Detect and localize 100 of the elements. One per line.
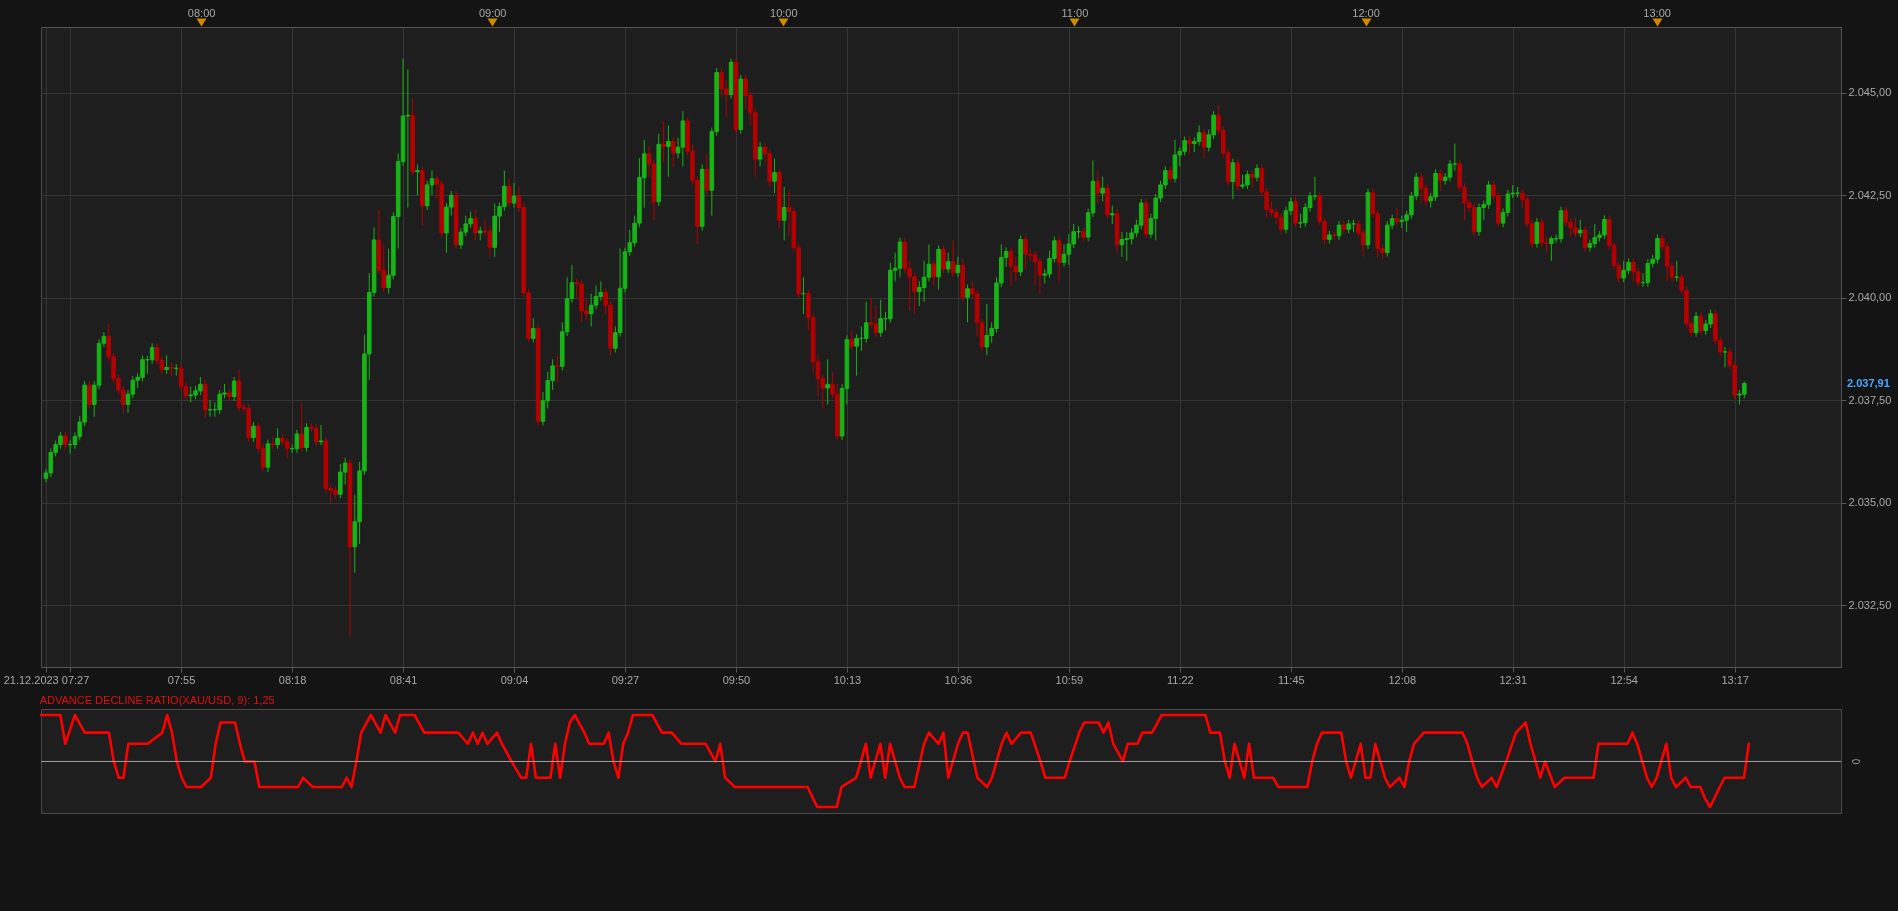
x-tick-label: 08:18 [278, 673, 307, 686]
candlestick [48, 447, 54, 478]
candlestick [1722, 346, 1728, 369]
candlestick [670, 136, 676, 167]
candlestick [1196, 124, 1202, 147]
x-tick-label: 21.12.2023 07:27 [3, 673, 90, 686]
candlestick [1582, 225, 1588, 252]
candlestick [1549, 235, 1554, 262]
candlestick [1587, 239, 1593, 252]
candlestick [1621, 260, 1627, 283]
candlestick [1418, 172, 1424, 204]
y-tick-label: 2.035,00 [1848, 496, 1892, 509]
candlestick [1293, 194, 1298, 228]
candlestick [1278, 212, 1284, 234]
candlestick [941, 244, 946, 274]
x2-tick-label: 12:00 [1352, 6, 1380, 19]
x-tick-label: 10:13 [833, 673, 862, 686]
candlestick [965, 284, 970, 323]
candlestick [1095, 170, 1101, 204]
candlestick [1100, 176, 1105, 202]
candlestick [270, 436, 276, 450]
candlestick [1138, 198, 1144, 230]
x2-tick-label: 11:00 [1061, 6, 1089, 19]
candlestick [87, 380, 92, 410]
candlestick [878, 299, 883, 338]
y-tick-label: 2.032,50 [1848, 598, 1892, 611]
x-tick-label: 12:54 [1610, 673, 1638, 686]
candlestick [849, 330, 855, 351]
candlestick [1645, 258, 1651, 288]
x-tick-label: 13:17 [1721, 673, 1749, 686]
x2-tick-label: 13:00 [1643, 6, 1671, 19]
candlestick [1056, 236, 1062, 282]
candlestick [149, 342, 155, 365]
candlestick [511, 182, 517, 209]
chart-title: ADVANCE DECLINE RATIO(XAU/USD, 9): 1,25 [39, 694, 275, 706]
candlestick [231, 376, 237, 402]
candlestick [1563, 206, 1569, 227]
candlestick [1172, 139, 1178, 183]
candlestick [169, 362, 174, 377]
candlestick [164, 354, 169, 375]
candlestick [825, 358, 830, 405]
candlestick [506, 178, 512, 208]
candlestick [313, 423, 319, 447]
candlestick [666, 124, 671, 178]
x-tick-label: 12:31 [1499, 673, 1527, 686]
candlestick [984, 303, 990, 356]
candlestick [955, 256, 961, 278]
x-tick-label: 08:41 [389, 673, 418, 686]
candlestick [931, 259, 937, 286]
candlestick [251, 421, 256, 443]
candlestick [473, 209, 478, 241]
candlestick [757, 141, 763, 167]
candlestick [284, 437, 290, 459]
candlestick [1438, 168, 1443, 192]
candlestick [593, 284, 599, 310]
candlestick [265, 439, 271, 473]
candlestick [555, 354, 560, 383]
candlestick [1187, 135, 1192, 155]
candlestick [661, 120, 666, 163]
candlestick [1447, 159, 1453, 182]
candlestick [318, 424, 324, 446]
x-tick-label: 10:36 [944, 673, 973, 686]
candlestick [458, 227, 464, 250]
candlestick [1109, 204, 1115, 225]
candlestick [415, 163, 420, 196]
candlestick [772, 157, 777, 194]
x-tick-label: 09:50 [722, 673, 751, 686]
candlestick [275, 427, 280, 450]
text: 2.037,91 [1847, 376, 1890, 389]
x-tick-label: 10:59 [1055, 673, 1084, 686]
x-tick-label: 09:04 [500, 673, 529, 686]
candlestick [1066, 233, 1072, 266]
candlestick [1698, 311, 1704, 336]
x2-tick-label: 09:00 [478, 6, 507, 19]
x-tick-label: 11:22 [1166, 673, 1194, 686]
y-tick-label: 2.045,00 [1848, 86, 1892, 99]
candlestick [1664, 242, 1670, 282]
candlestick [854, 333, 859, 377]
candlestick [945, 252, 951, 274]
candlestick [868, 297, 874, 329]
candlestick [950, 239, 956, 278]
candlestick [304, 422, 309, 453]
x-tick-label: 11:45 [1277, 673, 1305, 686]
x2-tick-label: 10:00 [770, 6, 798, 19]
y-tick-label: 2.037,50 [1848, 393, 1892, 406]
y-tick-label: 2.040,00 [1848, 291, 1892, 304]
y-tick-label: 2.042,50 [1848, 188, 1892, 201]
candlestick [1201, 128, 1207, 159]
x-tick-label: 09:27 [611, 673, 640, 686]
candlestick [405, 68, 411, 209]
candlestick [531, 317, 536, 343]
ref-line-label: 0 [1850, 758, 1861, 765]
x-tick-label: 07:55 [167, 673, 196, 686]
candlestick [1119, 231, 1125, 258]
candlestick [1230, 158, 1236, 200]
candlestick [1534, 217, 1540, 249]
x2-tick-label: 08:00 [187, 6, 216, 19]
candlestick [863, 301, 869, 343]
x-tick-label: 12:08 [1388, 673, 1417, 686]
candlestick [294, 429, 300, 454]
